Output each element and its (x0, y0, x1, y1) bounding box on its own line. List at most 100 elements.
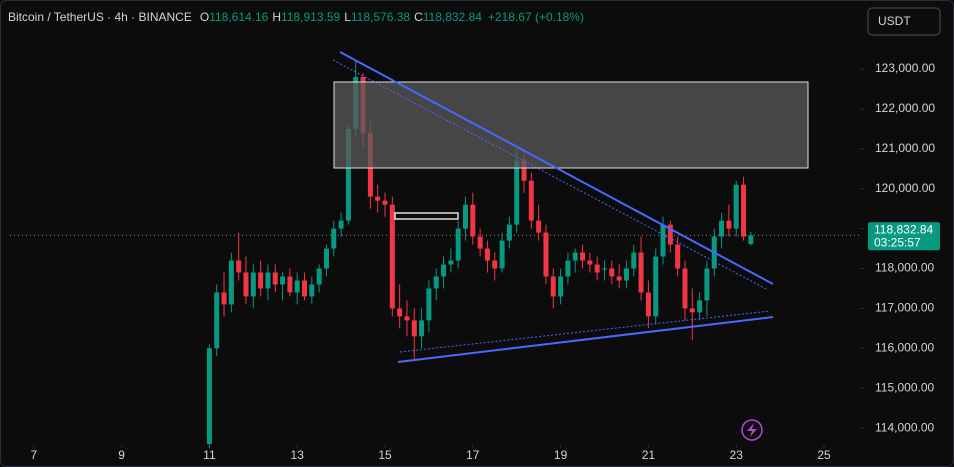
candle-body (272, 272, 278, 285)
candle-body (206, 348, 212, 445)
candle-body (419, 320, 425, 337)
ohlc-value: 118,913.59 (281, 10, 340, 24)
candle-body (558, 276, 564, 297)
candle-body (726, 220, 732, 229)
candle-body (316, 268, 322, 285)
symbol: Bitcoin / TetherUS · 4h · BINANCE (8, 10, 192, 24)
candle-body (280, 276, 286, 285)
candle-body (477, 236, 483, 249)
ohlc-key: O (200, 10, 209, 24)
candle-body (375, 196, 381, 201)
y-tick-label: 121,000.00 (875, 141, 935, 155)
candle-body (499, 240, 505, 269)
ohlc-key: C (414, 10, 423, 24)
candle-body (397, 308, 403, 317)
candle-body (404, 316, 410, 321)
candle-body (550, 276, 556, 297)
candle-body (682, 268, 688, 309)
candle-body (616, 276, 622, 281)
candle-body (660, 224, 666, 257)
supply-zone (333, 81, 809, 169)
candle-body (448, 260, 454, 265)
candle-body (338, 220, 344, 229)
candle-body (704, 268, 710, 301)
candle-body (492, 260, 498, 269)
candle-body (433, 276, 439, 289)
x-tick-label: 11 (203, 448, 216, 462)
candle-body (470, 204, 476, 237)
alert-icon-bolt (747, 423, 757, 437)
x-tick-label: 23 (730, 448, 744, 462)
candle-body (675, 244, 681, 269)
candle-body (543, 232, 549, 277)
candle-body (667, 224, 673, 245)
candle-body (228, 260, 234, 305)
candle-body (426, 288, 432, 321)
candle-body (587, 260, 593, 265)
candle-body (345, 128, 351, 221)
x-tick-label: 21 (642, 448, 656, 462)
alert-icon[interactable] (741, 419, 763, 441)
header-line: Bitcoin / TetherUS · 4h · BINANCE O118,61… (8, 10, 584, 24)
currency-button-label: USDT (878, 14, 911, 28)
candle-body (689, 308, 695, 313)
y-tick-label: 117,000.00 (875, 301, 934, 315)
change: +218.67 (+0.18%) (488, 10, 584, 24)
candle-body (697, 300, 703, 313)
y-tick-label: 118,000.00 (875, 261, 934, 275)
candle-body (250, 272, 256, 297)
last-price-box (868, 222, 940, 251)
candle-body (382, 200, 388, 205)
candle-body (623, 268, 629, 281)
candle-body (536, 220, 542, 233)
candle-body (602, 268, 608, 270)
candle-body (484, 248, 490, 261)
x-tick-label: 17 (466, 448, 480, 462)
ohlc-value: 118,614.16 (209, 10, 268, 24)
candle-body (331, 228, 337, 249)
candle-body (287, 276, 293, 293)
candle-body (594, 264, 600, 273)
candle-body (411, 320, 417, 337)
x-tick-label: 9 (118, 448, 125, 462)
x-tick-label: 13 (291, 448, 305, 462)
candle-body (455, 228, 461, 261)
x-tick-label: 7 (30, 448, 37, 462)
candle-body (506, 224, 512, 241)
candle-body (302, 280, 308, 297)
candle-body (258, 272, 264, 289)
candle-body (265, 272, 271, 289)
x-tick-label: 19 (554, 448, 568, 462)
currency-button[interactable] (867, 7, 941, 36)
ohlc-key: H (272, 10, 281, 24)
candle-body (389, 204, 395, 309)
trend-line-upper (339, 51, 774, 285)
candle-body (528, 180, 534, 221)
y-tick-label: 120,000.00 (875, 181, 935, 195)
y-tick-label: 115,000.00 (875, 380, 934, 394)
candle-body (653, 256, 659, 317)
candle-body (462, 204, 468, 229)
candle-body (580, 252, 586, 261)
ohlc-value: 118,576.38 (351, 10, 410, 24)
candle-body (638, 252, 644, 293)
y-tick-label: 116,000.00 (875, 340, 934, 354)
candle-body (521, 160, 527, 181)
candle-body (243, 272, 249, 297)
candle-body (609, 268, 615, 277)
candle-body (572, 252, 578, 261)
candle-body (733, 184, 739, 229)
trend-line-lower (397, 316, 774, 363)
candle-body (514, 160, 520, 225)
y-tick-label: 123,000.00 (875, 61, 935, 75)
ohlc-value: 118,832.84 (423, 10, 482, 24)
candle-body (645, 292, 651, 317)
candle-body (323, 248, 329, 269)
y-tick-label: 122,000.00 (875, 101, 935, 115)
plot-area: 7 9 11 13 15 17 19 21 23 25 114,000.00 115,000.00 11… (10, 61, 935, 462)
candle-body (214, 292, 220, 349)
candle-body (309, 284, 315, 297)
